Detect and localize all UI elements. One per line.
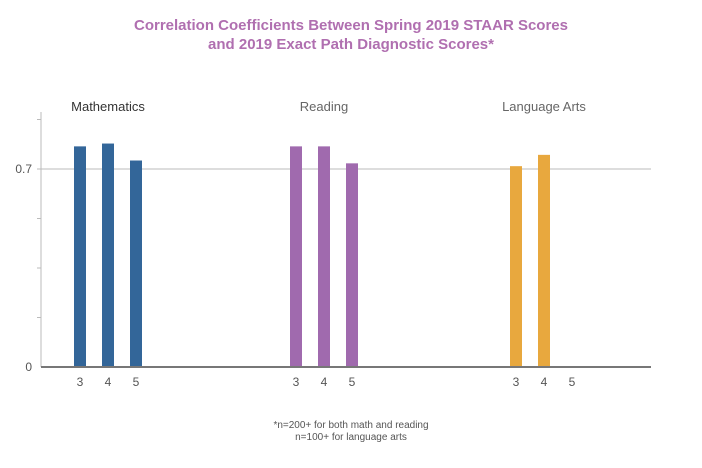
chart-title: Correlation Coefficients Between Spring … [0,16,702,54]
y-tick-label: 0 [25,360,32,374]
footnote: *n=200+ for both math and reading n=100+… [0,420,702,444]
footnote-line2: n=100+ for language arts [295,432,407,443]
bar [318,146,330,367]
bar [290,146,302,367]
group-label: Mathematics [71,99,145,114]
x-tick-label: 5 [133,375,140,389]
bar [538,154,550,367]
x-tick-label: 5 [349,375,356,389]
bar [130,160,142,367]
x-tick-label: 3 [293,375,300,389]
group-label: Reading [300,99,348,114]
x-tick-label: 4 [541,375,548,389]
bar [74,146,86,367]
bar [346,163,358,367]
x-tick-label: 4 [321,375,328,389]
y-tick-label: 0.7 [15,162,32,176]
footnote-line1: *n=200+ for both math and reading [273,420,429,431]
bar [102,143,114,367]
bar [510,166,522,367]
x-tick-label: 3 [77,375,84,389]
x-tick-label: 4 [105,375,112,389]
chart-title-line2: and 2019 Exact Path Diagnostic Scores* [208,36,494,53]
x-tick-label: 5 [569,375,576,389]
chart-title-line1: Correlation Coefficients Between Spring … [134,17,568,34]
group-label: Language Arts [502,99,586,114]
x-tick-label: 3 [513,375,520,389]
